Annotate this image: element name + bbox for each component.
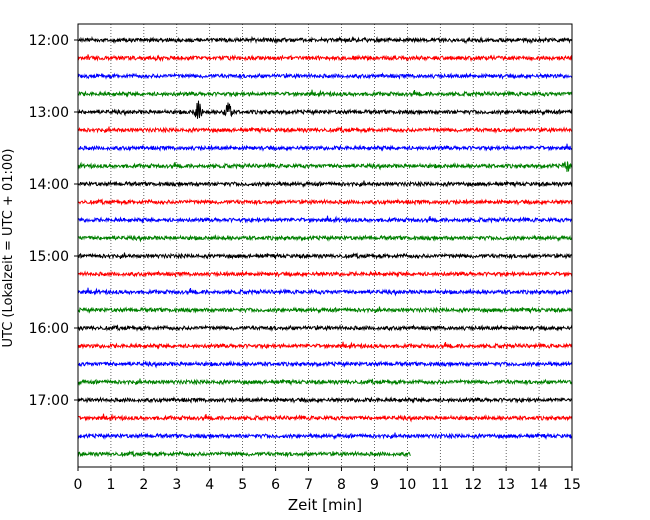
trace-1400 xyxy=(77,180,573,189)
x-axis-label: Zeit [min] xyxy=(288,496,362,514)
trace-1630 xyxy=(77,360,573,369)
x-tick-label: 8 xyxy=(337,477,346,493)
trace-1600 xyxy=(77,324,573,332)
plot-background xyxy=(78,24,572,467)
trace-1345 xyxy=(77,161,573,172)
y-tick-label: 16:00 xyxy=(29,321,69,337)
y-tick-label: 15:00 xyxy=(29,249,69,265)
trace-1245 xyxy=(77,89,573,98)
trace-1545 xyxy=(77,306,573,315)
y-tick-label: 13:00 xyxy=(29,105,69,121)
x-tick-label: 12 xyxy=(464,477,482,493)
trace-1300 xyxy=(77,100,573,119)
x-tick-label: 6 xyxy=(271,477,280,493)
trace-1700 xyxy=(77,396,573,404)
x-tick-label: 0 xyxy=(74,477,83,493)
trace-1415 xyxy=(77,198,573,206)
trace-1500 xyxy=(77,252,573,261)
x-tick-label: 9 xyxy=(370,477,379,493)
trace-1200 xyxy=(77,35,573,45)
trace-1715 xyxy=(77,413,573,423)
x-tick-label: 13 xyxy=(497,477,515,493)
x-tick-label: 4 xyxy=(205,477,214,493)
x-tick-label: 11 xyxy=(431,477,449,493)
y-tick-label: 12:00 xyxy=(29,33,69,49)
trace-1615 xyxy=(77,341,573,350)
x-tick-label: 5 xyxy=(238,477,247,493)
trace-1315 xyxy=(77,126,573,135)
plot-frame xyxy=(77,23,573,468)
y-tick-label: 17:00 xyxy=(29,393,69,409)
y-axis-ticks: 12:00 13:00 14:00 15:00 16:00 17:00 xyxy=(29,33,78,409)
trace-1530 xyxy=(77,287,573,297)
trace-1730 xyxy=(77,432,573,441)
trace-1645 xyxy=(77,378,573,387)
y-tick-label: 14:00 xyxy=(29,177,69,193)
vertical-grid xyxy=(110,24,540,467)
trace-1515 xyxy=(77,270,573,278)
trace-1330 xyxy=(77,143,573,152)
x-tick-label: 15 xyxy=(563,477,581,493)
trace-1215 xyxy=(77,54,573,63)
x-tick-label: 10 xyxy=(398,477,416,493)
x-tick-label: 14 xyxy=(530,477,548,493)
trace-1445 xyxy=(77,234,573,243)
x-tick-label: 1 xyxy=(106,477,115,493)
x-axis-ticks: 0 1 2 3 4 5 6 7 8 9 10 11 12 13 14 15 xyxy=(74,467,581,493)
trace-1430 xyxy=(77,215,573,224)
x-tick-label: 7 xyxy=(304,477,313,493)
x-tick-label: 3 xyxy=(172,477,181,493)
trace-1230 xyxy=(77,72,573,80)
y-axis-label: UTC (Lokalzeit = UTC + 01:00) xyxy=(1,149,16,348)
trace-layer xyxy=(77,35,573,458)
x-tick-label: 2 xyxy=(139,477,148,493)
trace-1745 xyxy=(77,450,411,458)
